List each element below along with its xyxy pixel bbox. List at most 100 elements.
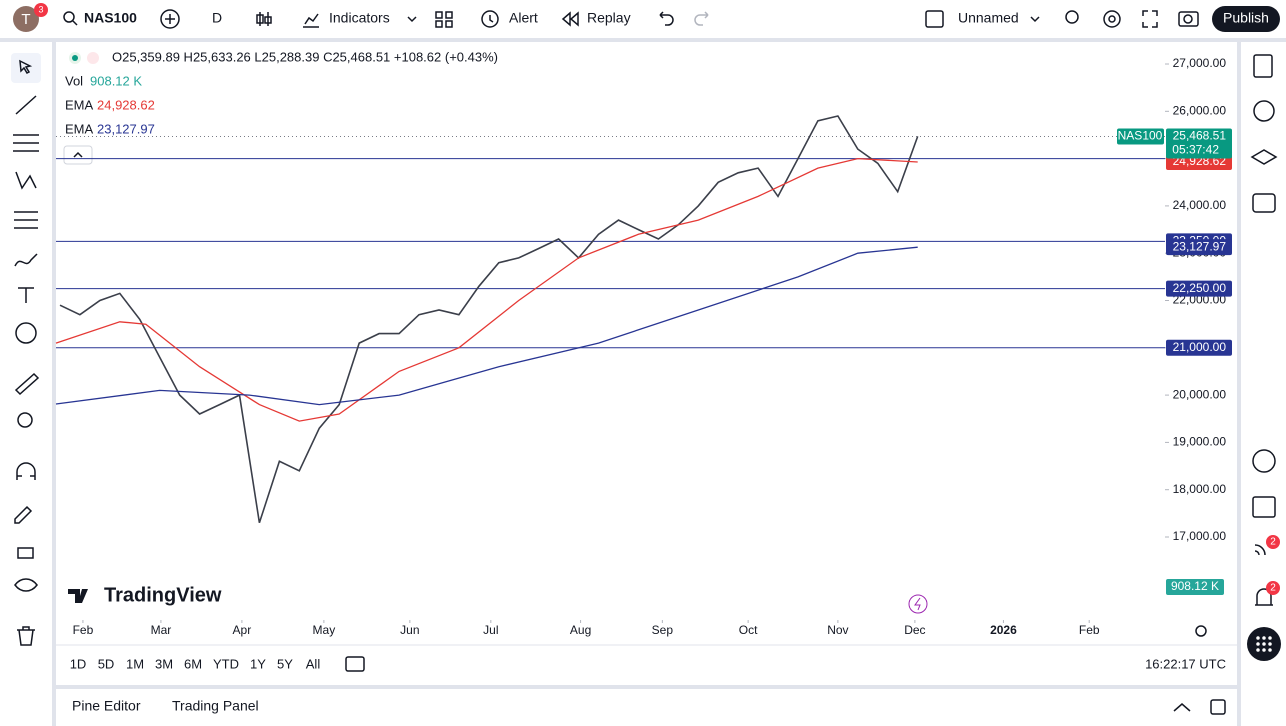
- chart-panel: [56, 42, 1237, 685]
- measure-tool[interactable]: [14, 372, 40, 396]
- symbol-tag-label: NAS100: [1118, 129, 1163, 143]
- countdown: 05:37:42: [1172, 143, 1219, 157]
- avatar-letter: T: [21, 11, 30, 28]
- events-icon[interactable]: [908, 594, 928, 614]
- trend-line-tool[interactable]: [15, 95, 37, 115]
- text-tool[interactable]: [18, 287, 34, 303]
- avatar[interactable]: [13, 6, 39, 32]
- interval[interactable]: D: [212, 10, 222, 26]
- magnet-tool[interactable]: [16, 462, 36, 480]
- hide-tool[interactable]: [14, 578, 38, 592]
- y-tick-label: 18,000.00: [1173, 482, 1227, 496]
- watchlist-icon[interactable]: [1253, 54, 1273, 78]
- brush-tool[interactable]: [14, 253, 38, 267]
- price-line-series: [59, 115, 919, 524]
- clock: 16:22:17 UTC: [1145, 656, 1226, 671]
- cursor-tool[interactable]: [19, 59, 33, 74]
- delete-tool[interactable]: [17, 626, 35, 646]
- settings-icon: [1108, 15, 1116, 23]
- range-button[interactable]: YTD: [213, 656, 239, 671]
- x-tick-label: 2026: [990, 623, 1017, 637]
- chart-type-icon[interactable]: [256, 12, 272, 26]
- fib-tool[interactable]: [13, 134, 39, 152]
- y-tick-label: 27,000.00: [1173, 56, 1227, 70]
- collapse-legend: [73, 151, 83, 158]
- left-toolbar: [0, 42, 52, 726]
- compare-icon[interactable]: [160, 9, 180, 29]
- date-range-icon[interactable]: [345, 656, 365, 672]
- indicators-icon[interactable]: [303, 13, 319, 28]
- replay-icon[interactable]: [561, 11, 579, 27]
- collapse-legend[interactable]: [63, 145, 93, 165]
- range-button[interactable]: 1D: [70, 656, 87, 671]
- x-tick-label: Oct: [739, 623, 758, 637]
- x-tick-label: Nov: [827, 623, 848, 637]
- chat-icon[interactable]: [1252, 193, 1276, 213]
- publish-label: Publish: [1223, 10, 1269, 26]
- snapshot-icon[interactable]: [1178, 11, 1199, 27]
- undo-icon[interactable]: [659, 11, 674, 26]
- collapse-panel[interactable]: [1173, 703, 1191, 712]
- watermark: TradingView: [104, 584, 222, 606]
- alerts-icon[interactable]: [1253, 100, 1275, 122]
- x-tick-label: Apr: [233, 623, 252, 637]
- icon-tool[interactable]: [15, 322, 37, 344]
- x-tick-label: May: [313, 623, 336, 637]
- top-toolbar: [0, 0, 1286, 38]
- badge-count: 2: [1270, 583, 1276, 594]
- indicators-button[interactable]: Indicators: [329, 10, 390, 26]
- templates-icon[interactable]: [435, 11, 453, 28]
- ema-label: EMA: [65, 97, 94, 112]
- symbol-tag: [1117, 128, 1164, 145]
- replay-button[interactable]: Replay: [587, 10, 631, 26]
- ema-value: 23,127.97: [97, 121, 155, 136]
- ema-value: 24,928.62: [97, 97, 155, 112]
- calendar-icon[interactable]: [1252, 496, 1276, 518]
- volume-tag: [1166, 579, 1224, 595]
- range-button[interactable]: 1M: [126, 656, 144, 671]
- compare-icon: [165, 14, 175, 24]
- notifications-icon[interactable]: [1255, 588, 1273, 606]
- fullscreen-icon[interactable]: [1142, 10, 1158, 28]
- y-tick-label: 26,000.00: [1173, 103, 1227, 117]
- vol-label: Vol: [65, 73, 83, 88]
- range-button[interactable]: 1Y: [250, 656, 266, 671]
- alert-button[interactable]: Alert: [509, 10, 538, 26]
- chevron[interactable]: [1030, 16, 1040, 23]
- status-dot: [87, 52, 99, 64]
- vol-value: 908.12 K: [90, 73, 142, 88]
- zoom-tool[interactable]: [17, 412, 33, 428]
- panel-tab[interactable]: Pine Editor: [72, 698, 141, 714]
- symbol[interactable]: NAS100: [84, 10, 137, 26]
- range-button[interactable]: 3M: [155, 656, 173, 671]
- chevron[interactable]: [407, 16, 417, 23]
- drawing-mode-tool[interactable]: [14, 505, 33, 524]
- last-price-label: 25,468.51: [1173, 129, 1227, 143]
- price-line-label: 22,250.00: [1173, 281, 1227, 295]
- quick-search-icon[interactable]: [1065, 10, 1079, 24]
- badge: [34, 3, 48, 17]
- maximize-panel[interactable]: [1210, 699, 1226, 715]
- layers-icon[interactable]: [1250, 149, 1278, 165]
- layout-name[interactable]: Unnamed: [958, 10, 1019, 26]
- ohlc-legend: O25,359.89 H25,633.26 L25,288.39 C25,468…: [112, 49, 498, 64]
- settings-icon[interactable]: [1103, 10, 1121, 28]
- panel-tab[interactable]: Trading Panel: [172, 698, 259, 714]
- layout-icon[interactable]: [925, 10, 944, 28]
- axis-settings[interactable]: [1195, 625, 1207, 637]
- forecast-tool[interactable]: [14, 211, 38, 229]
- range-button[interactable]: 5Y: [277, 656, 293, 671]
- publish-button[interactable]: [1212, 6, 1280, 32]
- range-button[interactable]: 6M: [184, 656, 202, 671]
- range-button[interactable]: 5D: [98, 656, 115, 671]
- badge-count: 3: [38, 4, 43, 14]
- lock-tool[interactable]: [17, 547, 34, 559]
- y-tick-label: 24,000.00: [1173, 198, 1227, 212]
- redo-icon[interactable]: [694, 11, 709, 26]
- right-toolbar: [1241, 42, 1286, 726]
- target-icon[interactable]: [1252, 449, 1276, 473]
- stream-icon[interactable]: [1254, 544, 1266, 556]
- range-button[interactable]: All: [306, 656, 321, 671]
- search-icon[interactable]: [63, 11, 75, 23]
- alert-icon[interactable]: [481, 10, 499, 28]
